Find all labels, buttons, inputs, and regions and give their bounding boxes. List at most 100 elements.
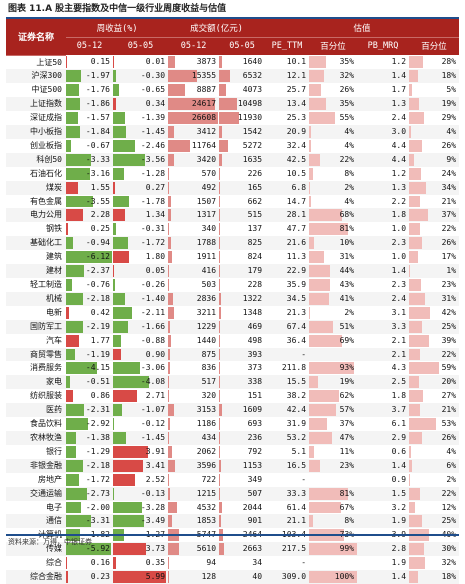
cell-pb-percentile: 2% xyxy=(409,473,459,487)
cell-value: 2044 xyxy=(243,503,262,512)
cell-turnover-0512: 11764 xyxy=(168,139,219,153)
cell-pb-mrq: 4.4 xyxy=(357,153,409,167)
cell-value: 26% xyxy=(442,433,456,442)
cell-pe-percentile: 2% xyxy=(309,306,357,320)
cell-pe-ttm: 32.4 xyxy=(265,139,309,153)
cell-value: -0.94 xyxy=(86,238,110,247)
cell-value: 1.0 xyxy=(392,252,406,261)
security-name: 有色金属 xyxy=(6,195,66,209)
cell-value: -1.76 xyxy=(86,85,110,94)
cell-pb-percentile: 18% xyxy=(409,69,459,83)
turnover-bar xyxy=(219,140,228,152)
cell-return-0512: -2.18 xyxy=(66,459,113,473)
cell-value: 236 xyxy=(248,433,262,442)
cell-turnover-0512: 3596 xyxy=(168,459,219,473)
cell-pe-percentile: 11% xyxy=(309,445,357,459)
percentile-bar xyxy=(309,376,318,388)
negative-return-bar xyxy=(113,321,128,333)
cell-value: 825 xyxy=(248,238,262,247)
cell-value: 26% xyxy=(442,238,456,247)
cell-return-0505: 2.71 xyxy=(113,389,168,403)
turnover-bar xyxy=(219,446,220,458)
cell-return-0512: -1.38 xyxy=(66,431,113,445)
cell-value: - xyxy=(301,475,306,484)
security-name: 沪深300 xyxy=(6,69,66,83)
negative-return-bar xyxy=(113,196,129,208)
turnover-bar xyxy=(219,251,220,263)
cell-value: 22% xyxy=(340,155,354,164)
cell-pe-ttm: - xyxy=(265,473,309,487)
cell-pe-ttm: - xyxy=(265,556,309,570)
cell-value: 693 xyxy=(248,419,262,428)
cell-value: 31% xyxy=(340,252,354,261)
cell-pe-ttm: 25.7 xyxy=(265,83,309,97)
percentile-bar xyxy=(409,502,415,514)
cell-pe-ttm: 15.5 xyxy=(265,375,309,389)
cell-pb-mrq: 3.7 xyxy=(357,403,409,417)
cell-return-0505: -1.45 xyxy=(113,431,168,445)
cell-value: -1.38 xyxy=(86,433,110,442)
cell-pe-percentile: 81% xyxy=(309,487,357,501)
cell-value: 6.1 xyxy=(392,419,406,428)
cell-pb-mrq: 1.4 xyxy=(357,459,409,473)
security-name: 非银金融 xyxy=(6,459,66,473)
cell-value: 1215 xyxy=(197,489,216,498)
cell-turnover-0505: 2663 xyxy=(219,542,265,556)
percentile-bar xyxy=(409,251,418,263)
cell-value: 4% xyxy=(344,197,354,206)
positive-return-bar xyxy=(66,335,79,347)
security-name: 银行 xyxy=(6,445,66,459)
cell-pb-mrq: 1.4 xyxy=(357,264,409,278)
turnover-bar xyxy=(219,70,230,82)
cell-return-0505: 1.80 xyxy=(113,250,168,264)
table-caption: 图表 11.A 股主要指数及中信一级行业周度收益与估值 xyxy=(8,2,226,16)
cell-return-0512: 0.25 xyxy=(66,222,113,236)
cell-return-0512: -1.29 xyxy=(66,445,113,459)
security-name: 农林牧渔 xyxy=(6,431,66,445)
cell-value: 340 xyxy=(202,224,216,233)
turnover-bar xyxy=(168,279,169,291)
cell-value: 2.4 xyxy=(392,294,406,303)
security-name: 中证500 xyxy=(6,83,66,97)
cell-value: -1.28 xyxy=(141,169,165,178)
cell-value: 137 xyxy=(248,224,262,233)
cell-pb-percentile: 22% xyxy=(409,487,459,501)
negative-return-bar xyxy=(66,460,83,472)
turnover-bar xyxy=(219,237,220,249)
cell-value: 68% xyxy=(340,210,354,219)
security-name: 医药 xyxy=(6,403,66,417)
cell-value: -0.67 xyxy=(86,141,110,150)
cell-pe-percentile: 8% xyxy=(309,167,357,181)
cell-turnover-0505: 137 xyxy=(219,222,265,236)
cell-value: 226 xyxy=(248,169,262,178)
cell-value: 31% xyxy=(442,294,456,303)
cell-return-0512: -1.19 xyxy=(66,348,113,362)
cell-turnover-0505: 1348 xyxy=(219,306,265,320)
cell-pe-percentile: 37% xyxy=(309,417,357,431)
cell-value: 0.35 xyxy=(146,558,165,567)
cell-value: 3.3 xyxy=(392,322,406,331)
negative-return-bar xyxy=(113,335,121,347)
cell-return-0512: -1.57 xyxy=(66,111,113,125)
cell-value: 12.1 xyxy=(287,71,306,80)
turnover-bar xyxy=(168,154,174,166)
negative-return-bar xyxy=(113,84,119,96)
cell-turnover-0512: 1317 xyxy=(168,208,219,222)
cell-value: 9% xyxy=(446,155,456,164)
cell-value: 25% xyxy=(442,322,456,331)
cell-value: -1.19 xyxy=(86,350,110,359)
cell-value: 40 xyxy=(252,572,262,581)
cell-value: 22% xyxy=(442,224,456,233)
cell-value: 38.2 xyxy=(287,391,306,400)
cell-value: 3596 xyxy=(197,461,216,470)
source-note: 资料来源：万得，中银证券 xyxy=(8,537,92,547)
